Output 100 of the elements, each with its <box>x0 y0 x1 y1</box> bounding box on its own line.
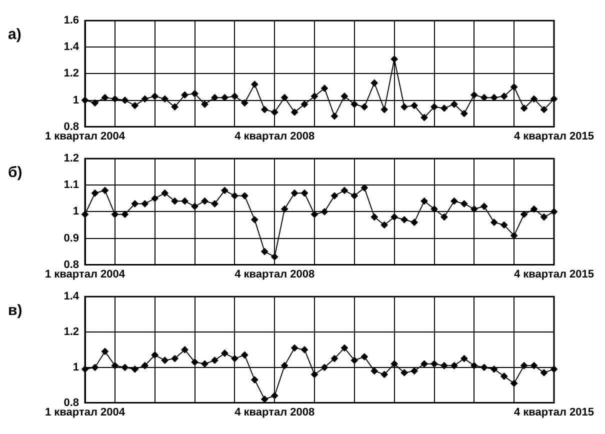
point <box>151 194 158 202</box>
point <box>101 94 108 102</box>
point <box>480 94 488 102</box>
point <box>370 214 378 221</box>
point <box>520 362 528 370</box>
point <box>211 94 218 102</box>
point <box>261 106 268 114</box>
point <box>271 108 278 116</box>
point <box>360 103 368 110</box>
point <box>121 210 128 218</box>
point <box>171 198 178 205</box>
point <box>201 360 208 368</box>
point <box>131 102 138 110</box>
point <box>470 362 478 370</box>
point <box>400 216 408 224</box>
point <box>281 206 288 213</box>
point <box>340 92 348 100</box>
point <box>370 79 378 86</box>
point <box>480 202 488 210</box>
x-tick-label: 4 квартал 2015 <box>514 130 594 142</box>
point <box>410 367 418 374</box>
point <box>400 369 408 376</box>
point <box>281 362 288 370</box>
point <box>320 364 328 371</box>
point <box>271 392 278 400</box>
point <box>470 206 478 213</box>
point <box>390 214 398 221</box>
y-tick-label: 1.4 <box>64 290 80 303</box>
point <box>350 100 358 108</box>
point <box>350 192 358 200</box>
point <box>301 346 308 354</box>
point <box>370 367 378 374</box>
point <box>111 95 118 102</box>
y-tick-label: 1 <box>72 206 80 218</box>
point <box>211 200 218 208</box>
point <box>460 200 468 208</box>
point <box>171 103 178 110</box>
point <box>311 92 318 100</box>
point <box>161 356 168 364</box>
point <box>201 198 208 205</box>
y-tick-label: 0.8 <box>64 396 80 409</box>
point <box>460 355 468 362</box>
point <box>271 253 278 260</box>
point <box>430 206 438 213</box>
point <box>91 190 98 197</box>
point <box>121 364 128 371</box>
point <box>151 92 158 100</box>
point <box>181 91 188 98</box>
point <box>231 355 238 362</box>
point <box>291 190 298 197</box>
point <box>101 186 108 194</box>
point <box>301 100 308 108</box>
point <box>241 352 248 359</box>
point <box>131 366 138 373</box>
point <box>390 360 398 368</box>
point <box>520 104 528 112</box>
x-tick-label: 4 квартал 2015 <box>514 268 594 280</box>
point <box>201 100 208 108</box>
point <box>460 110 468 118</box>
point <box>490 218 498 226</box>
point <box>510 380 518 387</box>
point <box>500 372 508 380</box>
point <box>530 206 538 213</box>
point <box>350 356 358 364</box>
point <box>141 95 148 102</box>
point <box>131 200 138 208</box>
x-tick-label: 1 квартал 2004 <box>44 130 126 142</box>
point <box>420 114 428 122</box>
chart-title: б) <box>8 163 24 181</box>
point <box>320 208 328 216</box>
point <box>231 192 238 200</box>
point <box>540 369 548 376</box>
point <box>301 190 308 197</box>
point <box>221 186 228 194</box>
point <box>500 92 508 100</box>
point <box>171 355 178 362</box>
point <box>251 80 258 88</box>
point <box>330 112 338 120</box>
x-tick-label: 4 квартал 2008 <box>234 130 315 142</box>
point <box>161 190 168 197</box>
point <box>420 198 428 205</box>
y-tick-label: 0.9 <box>64 232 80 244</box>
point <box>261 248 268 256</box>
point <box>181 198 188 205</box>
x-tick-label: 4 квартал 2015 <box>514 406 594 418</box>
point <box>530 362 538 370</box>
chart-title: а) <box>8 25 22 43</box>
point <box>211 356 218 364</box>
point <box>510 83 518 90</box>
point <box>430 360 438 368</box>
point <box>251 376 258 384</box>
point <box>450 362 458 370</box>
point <box>470 91 478 98</box>
point <box>330 192 338 200</box>
point <box>101 348 108 355</box>
point <box>121 96 128 104</box>
point <box>380 221 388 228</box>
x-tick-label: 4 квартал 2008 <box>234 406 315 418</box>
point <box>380 370 388 378</box>
y-tick-label: 1.4 <box>64 41 80 54</box>
